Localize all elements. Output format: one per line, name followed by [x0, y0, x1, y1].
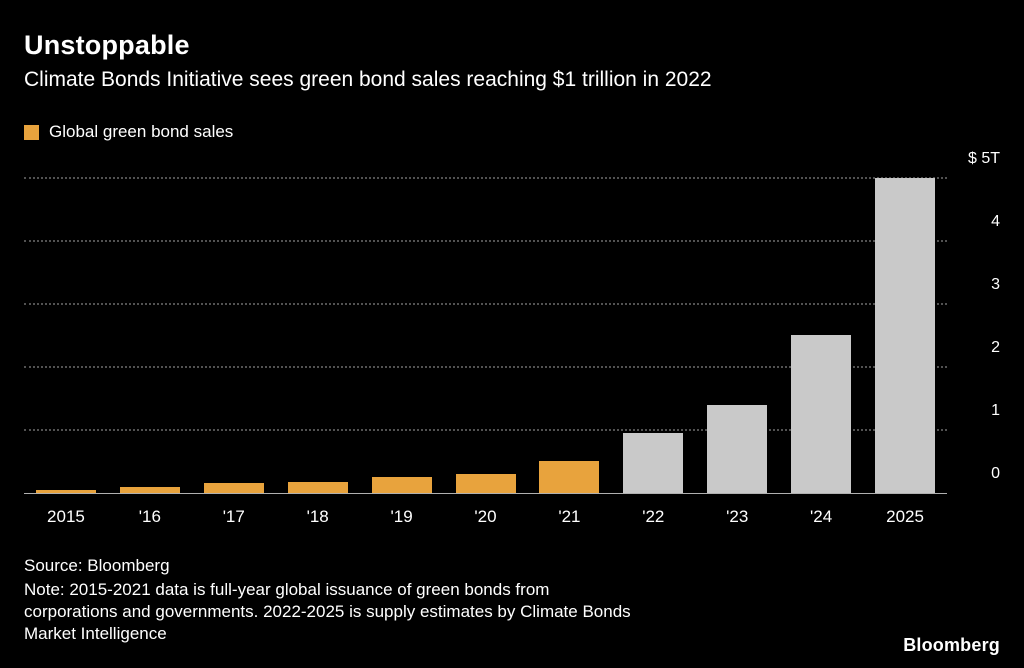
- chart-title: Unstoppable: [24, 30, 190, 60]
- x-tick-label: '16: [138, 507, 161, 526]
- y-tick-label: 3: [991, 276, 1000, 293]
- x-tick-label: 2025: [886, 507, 924, 526]
- x-tick-label: '22: [642, 507, 665, 526]
- x-tick-label: '21: [558, 507, 581, 526]
- bar: [455, 474, 516, 493]
- x-tick-label: 2015: [47, 507, 85, 526]
- x-tick-label: '17: [222, 507, 245, 526]
- gridline: [24, 366, 947, 368]
- note-text: Note: 2015-2021 data is full-year global…: [24, 579, 631, 645]
- bar: [539, 461, 600, 493]
- y-tick-label: $ 5T: [967, 150, 1000, 167]
- note-line: corporations and governments. 2022-2025 …: [24, 602, 631, 621]
- y-tick-label: 0: [991, 465, 1000, 482]
- source-text: Source: Bloomberg: [24, 556, 170, 575]
- bar: [791, 335, 852, 493]
- bar: [203, 483, 264, 493]
- chart-subtitle: Climate Bonds Initiative sees green bond…: [24, 68, 712, 91]
- bar: [875, 178, 936, 493]
- bar: [623, 433, 684, 493]
- x-tick-label: '18: [306, 507, 329, 526]
- note-line: Market Intelligence: [24, 624, 167, 643]
- x-tick-label: '24: [810, 507, 833, 526]
- note-line: Note: 2015-2021 data is full-year global…: [24, 580, 550, 599]
- bloomberg-logo: Bloomberg: [903, 635, 1000, 655]
- x-tick-label: '23: [726, 507, 749, 526]
- legend-label: Global green bond sales: [49, 122, 234, 141]
- bar: [119, 487, 180, 493]
- bar: [371, 477, 432, 493]
- gridline: [24, 177, 947, 179]
- x-tick-label: '20: [474, 507, 497, 526]
- bar: [707, 405, 768, 493]
- legend: Global green bond sales: [24, 122, 233, 142]
- gridline: [24, 303, 947, 305]
- legend-swatch: [24, 124, 39, 140]
- y-tick-label: 1: [991, 402, 1000, 419]
- y-tick-label: 2: [991, 339, 1000, 356]
- x-tick-label: '19: [390, 507, 413, 526]
- bar: [287, 482, 348, 493]
- y-tick-label: 4: [991, 213, 1000, 230]
- bar: [35, 490, 96, 493]
- x-axis-line: [24, 493, 947, 494]
- gridline: [24, 240, 947, 242]
- gridline: [24, 429, 947, 431]
